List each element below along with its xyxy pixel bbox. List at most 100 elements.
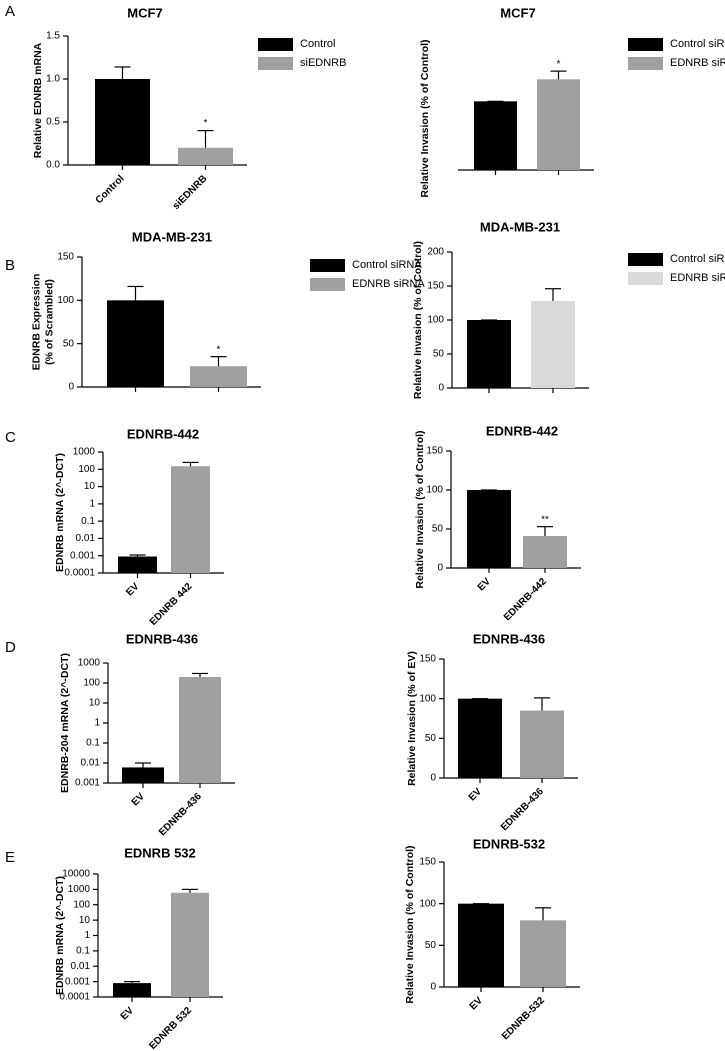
y-tick-label: 0.1 [81, 516, 95, 527]
bar [467, 320, 511, 388]
y-tick-label: 100 [78, 464, 95, 475]
y-tick-label: 150 [419, 857, 436, 868]
y-tick-label: 0.0001 [64, 568, 95, 579]
y-tick-label: 150 [427, 281, 444, 292]
bar [520, 920, 566, 987]
y-tick-label: 100 [57, 295, 74, 306]
y-tick-label: 1 [89, 498, 95, 509]
legend-label: EDNRB siRNA [352, 278, 425, 290]
legend-swatch [310, 278, 345, 291]
x-tick-label: EV [119, 1005, 136, 1022]
bar [474, 101, 517, 170]
y-tick-label: 0 [430, 773, 436, 784]
y-tick-label: 0.5 [46, 117, 60, 128]
chart-title: EDNRB-436 [473, 631, 545, 646]
annotation: * [557, 59, 561, 70]
y-tick-label: 100 [73, 899, 90, 910]
x-tick-label: EDNRB 532 [147, 1005, 194, 1051]
chart-title: EDNRB-442 [486, 423, 558, 438]
chart-title: EDNRB-532 [473, 836, 545, 851]
y-axis-label: EDNRB mRNA (2^-DCT) [54, 453, 66, 572]
bar [179, 676, 221, 783]
y-axis-label: EDNRB-204 mRNA (2^-DCT) [59, 653, 71, 793]
bar [190, 366, 247, 387]
x-tick-label: EV [467, 786, 484, 803]
y-tick-label: 1 [94, 718, 100, 729]
y-tick-label: 100 [426, 485, 443, 496]
bar [537, 79, 580, 170]
y-tick-label: 0.001 [65, 976, 90, 987]
y-axis-label: EDNRB Expression [30, 274, 42, 371]
y-tick-label: 50 [63, 338, 75, 349]
y-tick-label: 150 [57, 252, 74, 263]
panel-label: C [5, 429, 16, 446]
y-tick-label: 0.001 [75, 778, 100, 789]
y-axis-label: Relative Invasion (% of Control) [412, 241, 424, 399]
legend-label: Control [300, 38, 335, 50]
x-tick-label: EV [124, 581, 141, 598]
chart-title: MDA-MB-231 [480, 219, 560, 234]
y-tick-label: 10 [84, 481, 96, 492]
panel-label: E [5, 849, 15, 866]
y-tick-label: 1.5 [46, 31, 60, 42]
y-axis-label: Relative Invasion (% of Control) [404, 845, 416, 1003]
annotation: * [217, 344, 221, 355]
y-tick-label: 0 [438, 383, 444, 394]
panel-label: D [5, 639, 16, 656]
chart-title: EDNRB-442 [127, 426, 199, 441]
y-axis-label: Relative Invasion (% of Control) [419, 39, 431, 197]
y-tick-label: 10 [89, 698, 101, 709]
x-tick-label: EDNRB-532 [500, 995, 547, 1042]
x-tick-label: EDNRB-442 [502, 576, 549, 623]
legend-swatch [310, 259, 345, 272]
y-tick-label: 0.01 [76, 533, 96, 544]
y-tick-label: 10000 [62, 869, 90, 880]
bar [531, 300, 575, 388]
y-tick-label: 100 [427, 315, 444, 326]
y-tick-label: 1000 [78, 658, 101, 669]
bar [107, 300, 164, 387]
chart-title: MCF7 [127, 5, 162, 20]
bar [122, 767, 164, 783]
y-tick-label: 100 [419, 898, 436, 909]
legend-label: EDNRB siRNA [670, 57, 725, 69]
bar [523, 536, 567, 568]
legend-swatch [258, 57, 293, 70]
y-tick-label: 0.1 [76, 946, 90, 957]
y-tick-label: 0 [437, 563, 443, 574]
x-tick-label: EDNRB-436 [499, 786, 546, 833]
y-tick-label: 100 [83, 678, 100, 689]
legend-label: Control siRNA [352, 259, 422, 271]
bar [458, 903, 504, 987]
y-tick-label: 1.0 [46, 74, 60, 85]
x-tick-label: EDNRB-436 [157, 791, 204, 838]
y-tick-label: 150 [419, 654, 436, 665]
bar [467, 490, 511, 568]
bar [171, 892, 209, 997]
bar [520, 710, 564, 778]
legend-swatch [628, 38, 663, 51]
legend-label: Control siRNA [670, 253, 725, 265]
y-tick-label: 0.01 [81, 758, 101, 769]
bar [458, 698, 502, 778]
y-tick-label: 50 [432, 524, 444, 535]
chart-title: EDNRB 532 [124, 845, 196, 860]
y-axis-label: Relative EDNRB mRNA [32, 42, 44, 158]
legend-swatch [628, 57, 663, 70]
x-tick-label: EDNRB 442 [148, 581, 195, 628]
y-tick-label: 0 [430, 982, 436, 993]
y-tick-label: 10 [79, 915, 91, 926]
chart-title: EDNRB-436 [126, 631, 198, 646]
y-tick-label: 50 [425, 733, 437, 744]
legend-swatch [628, 253, 663, 266]
y-tick-label: 50 [425, 940, 437, 951]
panel-label: A [5, 3, 15, 20]
chart-title: MCF7 [500, 5, 535, 20]
y-tick-label: 0.001 [70, 550, 95, 561]
x-tick-label: EV [476, 576, 493, 593]
y-tick-label: 1000 [68, 884, 91, 895]
chart-title: MDA-MB-231 [132, 229, 212, 244]
x-tick-label: EV [468, 995, 485, 1012]
y-tick-label: 150 [426, 446, 443, 457]
y-axis-label: Relative Invasion (% of Control) [414, 430, 426, 588]
